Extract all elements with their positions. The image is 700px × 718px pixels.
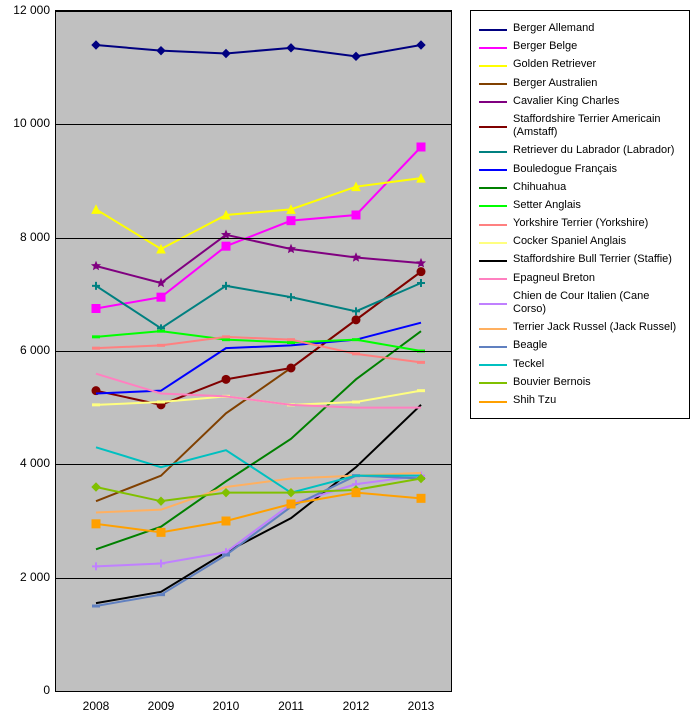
legend-item: Yorkshire Terrier (Yorkshire) xyxy=(479,217,681,230)
legend-item: Cavalier King Charles xyxy=(479,95,681,108)
legend-label: Terrier Jack Russel (Jack Russel) xyxy=(513,321,676,334)
x-axis-label: 2008 xyxy=(83,699,110,713)
gridline xyxy=(56,351,451,352)
legend-label: Berger Allemand xyxy=(513,22,594,35)
legend-label: Yorkshire Terrier (Yorkshire) xyxy=(513,217,648,230)
legend-swatch xyxy=(479,297,507,309)
legend-label: Cavalier King Charles xyxy=(513,95,619,108)
legend-swatch xyxy=(479,95,507,107)
y-axis-label: 12 000 xyxy=(0,3,50,17)
y-axis-label: 0 xyxy=(0,683,50,697)
legend-swatch xyxy=(479,358,507,370)
legend-swatch xyxy=(479,218,507,230)
legend-item: Shih Tzu xyxy=(479,394,681,407)
legend-item: Terrier Jack Russel (Jack Russel) xyxy=(479,321,681,334)
legend-swatch xyxy=(479,340,507,352)
legend-swatch xyxy=(479,59,507,71)
legend-item: Chihuahua xyxy=(479,181,681,194)
legend-label: Chien de Cour Italien (Cane Corso) xyxy=(513,290,681,316)
legend-label: Berger Belge xyxy=(513,40,577,53)
legend-swatch xyxy=(479,41,507,53)
x-axis-label: 2013 xyxy=(408,699,435,713)
x-axis-label: 2011 xyxy=(278,699,304,713)
legend-item: Bouvier Bernois xyxy=(479,376,681,389)
legend-item: Beagle xyxy=(479,339,681,352)
legend-swatch xyxy=(479,272,507,284)
legend-label: Shih Tzu xyxy=(513,394,556,407)
legend-item: Retriever du Labrador (Labrador) xyxy=(479,144,681,157)
legend-item: Golden Retriever xyxy=(479,58,681,71)
legend-item: Berger Belge xyxy=(479,40,681,53)
legend-label: Staffordshire Terrier Americain (Amstaff… xyxy=(513,113,681,139)
chart-box: 200820092010201120122013 02 0004 0006 00… xyxy=(0,0,460,718)
legend-item: Berger Australien xyxy=(479,77,681,90)
series-line xyxy=(96,476,421,606)
legend-item: Staffordshire Terrier Americain (Amstaff… xyxy=(479,113,681,139)
legend-label: Setter Anglais xyxy=(513,199,581,212)
y-axis-label: 8 000 xyxy=(0,230,50,244)
legend-swatch xyxy=(479,395,507,407)
y-axis-label: 2 000 xyxy=(0,570,50,584)
legend-swatch xyxy=(479,376,507,388)
gridline xyxy=(56,11,451,12)
series-line xyxy=(96,331,421,549)
y-axis-label: 10 000 xyxy=(0,116,50,130)
legend-item: Berger Allemand xyxy=(479,22,681,35)
series-line xyxy=(96,331,421,351)
legend-label: Chihuahua xyxy=(513,181,566,194)
series-line xyxy=(96,235,421,283)
legend-label: Beagle xyxy=(513,339,547,352)
legend-item: Bouledogue Français xyxy=(479,163,681,176)
legend-item: Cocker Spaniel Anglais xyxy=(479,235,681,248)
legend-swatch xyxy=(479,77,507,89)
legend-swatch xyxy=(479,322,507,334)
legend-label: Retriever du Labrador (Labrador) xyxy=(513,144,674,157)
legend-label: Berger Australien xyxy=(513,77,597,90)
legend-item: Epagneul Breton xyxy=(479,272,681,285)
series-line xyxy=(96,147,421,309)
legend-item: Chien de Cour Italien (Cane Corso) xyxy=(479,290,681,316)
legend-label: Teckel xyxy=(513,358,544,371)
legend-item: Staffordshire Bull Terrier (Staffie) xyxy=(479,253,681,266)
legend-label: Bouledogue Français xyxy=(513,163,617,176)
plot-area: 200820092010201120122013 xyxy=(55,10,452,692)
series-line xyxy=(96,391,421,405)
x-axis-label: 2010 xyxy=(213,699,240,713)
legend-swatch xyxy=(479,254,507,266)
legend: Berger Allemand Berger Belge Golden Retrie… xyxy=(470,10,690,419)
chart-container: 200820092010201120122013 02 0004 0006 00… xyxy=(0,0,700,718)
legend-swatch xyxy=(479,236,507,248)
gridline xyxy=(56,464,451,465)
legend-item: Teckel xyxy=(479,358,681,371)
series-line xyxy=(96,283,421,328)
series-line xyxy=(96,272,421,502)
x-axis-label: 2009 xyxy=(148,699,175,713)
gridline xyxy=(56,578,451,579)
legend-swatch xyxy=(479,163,507,175)
legend-label: Epagneul Breton xyxy=(513,272,595,285)
series-line xyxy=(96,476,421,567)
gridline xyxy=(56,124,451,125)
legend-item: Setter Anglais xyxy=(479,199,681,212)
y-axis-label: 4 000 xyxy=(0,456,50,470)
y-axis-label: 6 000 xyxy=(0,343,50,357)
legend-swatch xyxy=(479,145,507,157)
legend-label: Cocker Spaniel Anglais xyxy=(513,235,626,248)
series-line xyxy=(96,447,421,492)
series-line xyxy=(96,405,421,603)
series-line xyxy=(96,45,421,56)
legend-swatch xyxy=(479,199,507,211)
legend-swatch xyxy=(479,23,507,35)
legend-swatch xyxy=(479,181,507,193)
legend-swatch xyxy=(479,120,507,132)
legend-label: Golden Retriever xyxy=(513,58,596,71)
x-axis-label: 2012 xyxy=(343,699,370,713)
legend-label: Bouvier Bernois xyxy=(513,376,591,389)
legend-label: Staffordshire Bull Terrier (Staffie) xyxy=(513,253,672,266)
gridline xyxy=(56,238,451,239)
